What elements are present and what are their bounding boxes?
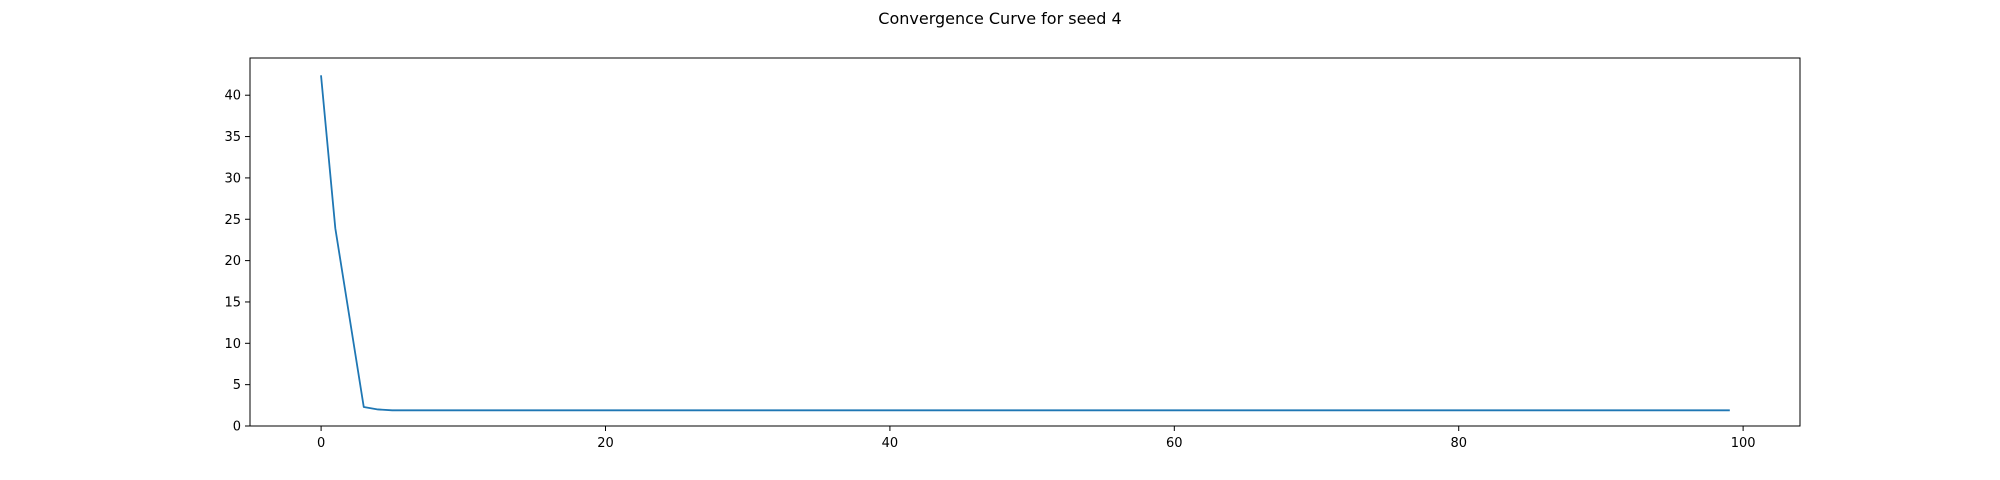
x-tick-label: 20: [597, 436, 614, 451]
plot-frame: [249, 57, 1801, 427]
x-tick-label: 80: [1450, 436, 1467, 451]
chart-title: Convergence Curve for seed 4: [878, 9, 1121, 28]
x-tick-label: 60: [1166, 436, 1183, 451]
y-tick-label: 5: [233, 378, 241, 393]
x-tick-label: 40: [882, 436, 899, 451]
x-tick-label: 0: [317, 436, 325, 451]
y-tick-label: 15: [224, 295, 241, 310]
series-line-0: [320, 75, 1730, 412]
y-tick-label: 30: [224, 171, 241, 186]
plot-area: 0 20 40 60 80 100 0 5 10 15 20 25 30 35 40: [224, 57, 1801, 451]
y-tick-label: 35: [224, 130, 241, 145]
y-tick-label: 25: [224, 213, 241, 228]
y-tick-label: 10: [224, 337, 241, 352]
x-tick-label: 100: [1731, 436, 1756, 451]
y-tick-label: 20: [224, 254, 241, 269]
y-tick-label: 40: [224, 89, 241, 104]
y-tick-label: 0: [233, 420, 241, 435]
